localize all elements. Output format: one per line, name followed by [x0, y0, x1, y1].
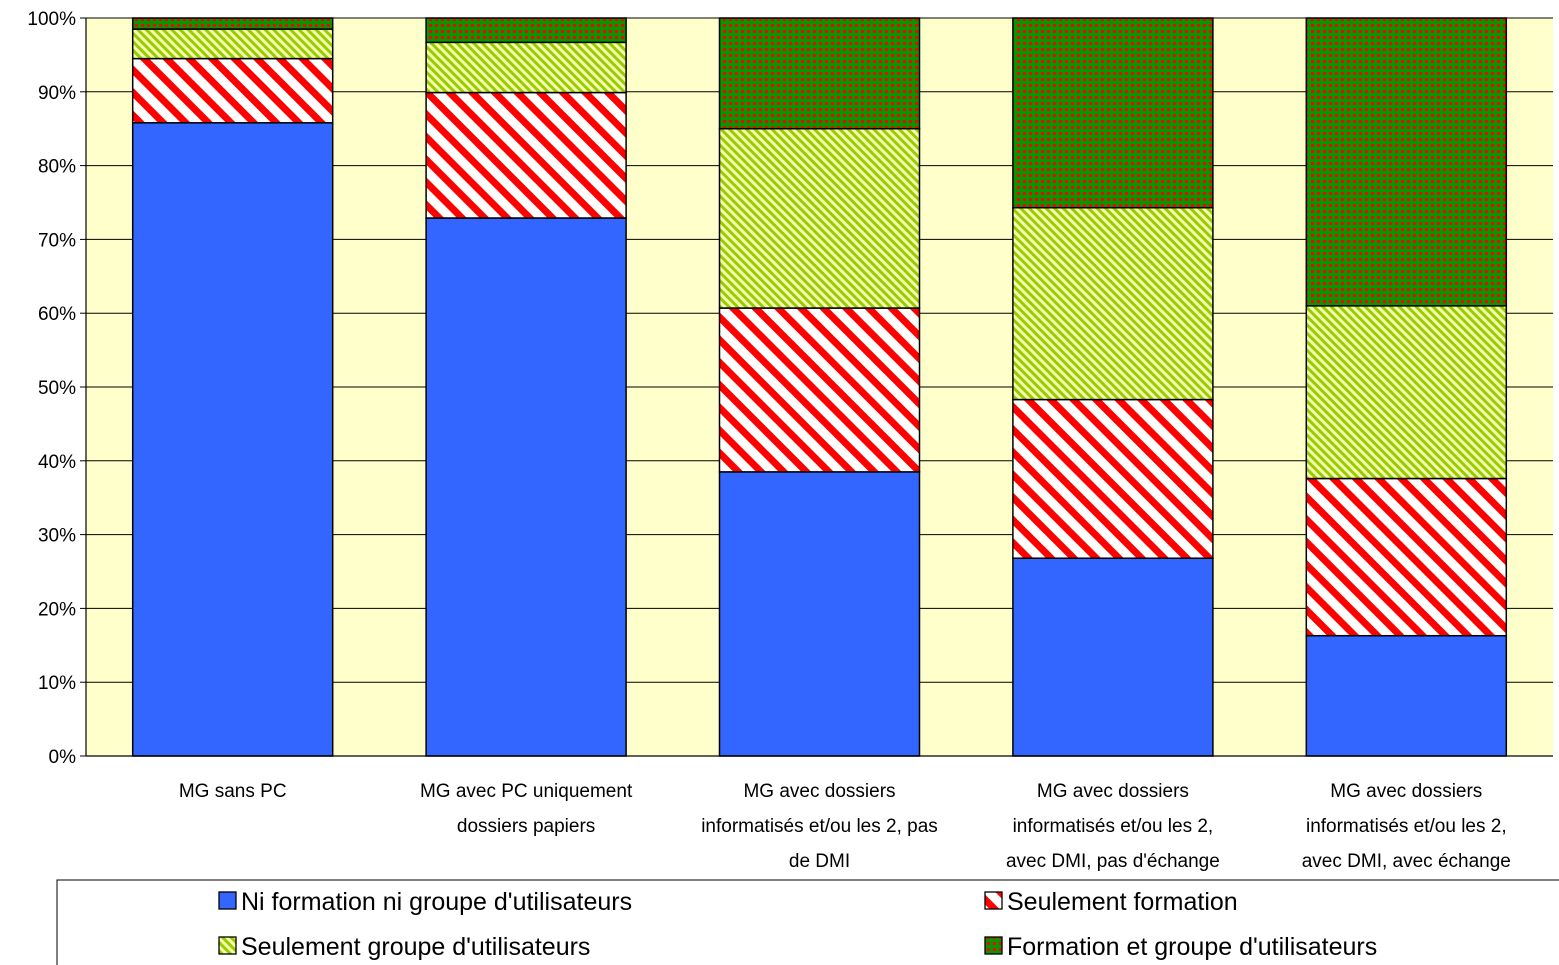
bar-stack: [1305, 17, 1508, 757]
y-tick-label: 70%: [38, 230, 76, 251]
bar-segment-seulement-formation: [425, 91, 627, 219]
bar-segment-seulement-groupe: [1012, 206, 1214, 401]
legend-box: [56, 879, 1559, 965]
bar-segment-formation-et-groupe: [718, 17, 921, 130]
bar-segment-ni-formation: [718, 471, 921, 757]
y-tick-label: 20%: [38, 599, 76, 620]
x-category-label-line: dossiers papiers: [457, 816, 595, 837]
y-tick-label: 60%: [38, 304, 76, 325]
bar-segment-ni-formation: [131, 122, 334, 757]
y-tick-labels: 0% 10% 20% 30% 40% 50% 60% 70% 80% 90% 100%: [27, 9, 76, 768]
bar-segment-seulement-formation: [1305, 477, 1508, 637]
legend-swatch: [984, 891, 1003, 910]
bar-stack: [1012, 17, 1214, 757]
legend-label: Seulement groupe d'utilisateurs: [241, 933, 590, 961]
bar-segment-seulement-formation: [1012, 398, 1214, 559]
legend-item-seulement-formation: Seulement formation: [984, 888, 1238, 916]
bar-stack: [131, 17, 334, 757]
x-category-label: MG avec dossiers informatisés et/ou les 2…: [1006, 781, 1220, 872]
legend-label: Seulement formation: [1007, 888, 1238, 916]
bar-stack: [425, 17, 627, 757]
y-tick-label: 40%: [38, 452, 76, 473]
legend-swatch: [984, 936, 1003, 955]
axes: [80, 17, 1553, 757]
y-tick-label: 100%: [27, 9, 76, 30]
legend-swatch: [218, 891, 237, 910]
bar-segment-formation-et-groupe: [131, 17, 334, 30]
legend-item-ni-formation: Ni formation ni groupe d'utilisateurs: [218, 888, 632, 916]
legend-swatch: [218, 936, 237, 955]
x-category-label-line: MG sans PC: [179, 781, 287, 802]
x-category-label-line: MG avec PC uniquement: [420, 781, 633, 802]
legend-label: Ni formation ni groupe d'utilisateurs: [241, 888, 632, 916]
x-category-label-line: MG avec dossiers: [1037, 781, 1189, 802]
bar-segment-seulement-formation: [718, 307, 921, 473]
bar-segment-formation-et-groupe: [1305, 17, 1508, 307]
bar-segment-seulement-groupe: [425, 41, 627, 94]
x-category-label-line: de DMI: [789, 851, 850, 872]
bar-segment-ni-formation: [1012, 557, 1214, 757]
x-category-label: MG sans PC: [179, 781, 287, 802]
x-category-label-line: MG avec dossiers: [743, 781, 895, 802]
y-tick-label: 90%: [38, 83, 76, 104]
x-category-label-line: avec DMI, pas d'échange: [1006, 851, 1220, 872]
x-category-label-line: MG avec dossiers: [1330, 781, 1482, 802]
bar-segment-ni-formation: [425, 217, 627, 757]
bar-segment-seulement-groupe: [718, 127, 921, 309]
x-category-label-line: informatisés et/ou les 2,: [1013, 816, 1214, 837]
legend-label: Formation et groupe d'utilisateurs: [1007, 933, 1377, 961]
bar-segment-ni-formation: [1305, 634, 1508, 757]
y-tick-label: 30%: [38, 526, 76, 547]
bar-segment-seulement-groupe: [1305, 305, 1508, 480]
x-category-label: MG avec PC uniquement dossiers papiers: [420, 781, 633, 837]
x-category-label-line: informatisés et/ou les 2, pas: [701, 816, 938, 837]
legend: Ni formation ni groupe d'utilisateurs Seu…: [56, 879, 1559, 965]
x-category-label: MG avec dossiers informatisés et/ou les 2…: [1302, 781, 1511, 872]
y-tick-label: 50%: [38, 378, 76, 399]
bars: [131, 17, 1508, 757]
x-category-label: MG avec dossiers informatisés et/ou les 2…: [701, 781, 938, 872]
bar-stack: [718, 17, 921, 757]
y-tick-label: 80%: [38, 157, 76, 178]
x-category-label-line: informatisés et/ou les 2,: [1306, 816, 1507, 837]
x-category-label-line: avec DMI, avec échange: [1302, 851, 1511, 872]
category-labels: MG sans PC MG avec PC uniquement dossiers …: [179, 781, 1511, 872]
legend-item-seulement-groupe: Seulement groupe d'utilisateurs: [218, 933, 590, 961]
bar-segment-seulement-formation: [131, 57, 334, 124]
bar-segment-formation-et-groupe: [1012, 17, 1214, 209]
y-tick-label: 10%: [38, 673, 76, 694]
y-tick-label: 0%: [49, 747, 77, 768]
legend-item-formation-et-groupe: Formation et groupe d'utilisateurs: [984, 933, 1377, 961]
bar-segment-seulement-groupe: [131, 28, 334, 60]
bar-segment-formation-et-groupe: [425, 17, 627, 44]
